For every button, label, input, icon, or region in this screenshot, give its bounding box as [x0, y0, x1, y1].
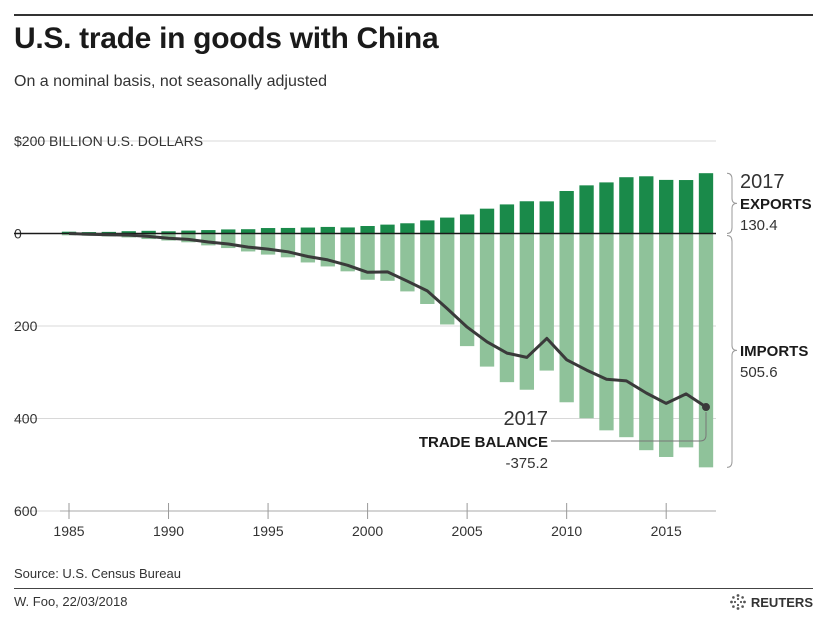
- reuters-dots-icon: [729, 594, 746, 610]
- import-bar: [599, 233, 614, 431]
- chart-subtitle: On a nominal basis, not seasonally adjus…: [14, 73, 328, 90]
- import-bar: [579, 233, 594, 419]
- imports-value: 505.6: [740, 364, 778, 381]
- x-tick-label: 2015: [651, 523, 682, 539]
- trade-balance-line: [68, 232, 707, 409]
- y-tick-label: 400: [14, 411, 38, 427]
- export-bar: [141, 230, 156, 234]
- footer-rule: [14, 588, 813, 589]
- import-bar: [420, 233, 435, 304]
- export-bar: [121, 231, 136, 234]
- x-tick-label: 1995: [252, 523, 283, 539]
- export-bar: [479, 208, 495, 234]
- import-bar: [698, 233, 714, 468]
- export-bar: [380, 224, 395, 234]
- export-bar: [599, 182, 614, 234]
- export-bar: [619, 177, 634, 234]
- export-bar: [659, 179, 674, 234]
- credit-note: W. Foo, 22/03/2018: [14, 594, 128, 609]
- export-bar: [539, 201, 554, 234]
- export-bar: [698, 173, 714, 234]
- import-bar: [499, 233, 515, 383]
- exports-bracket: [726, 172, 738, 234]
- export-bar: [400, 223, 415, 234]
- import-bar: [639, 233, 654, 451]
- import-bar: [659, 233, 674, 457]
- trade-balance-year: 2017: [504, 408, 549, 430]
- chart-title: U.S. trade in goods with China: [14, 22, 439, 55]
- x-tick-label: 2000: [352, 523, 383, 539]
- x-tick-label: 1990: [153, 523, 184, 539]
- export-bar: [181, 230, 196, 234]
- import-bar: [619, 233, 634, 438]
- import-bar: [181, 233, 196, 243]
- y-tick-label: 200: [14, 318, 38, 334]
- x-tick-label: 1985: [53, 523, 84, 539]
- export-bar: [240, 229, 256, 234]
- import-bar: [400, 233, 415, 292]
- export-bar: [101, 231, 116, 234]
- import-bar: [519, 233, 535, 390]
- x-tick-label: 2010: [551, 523, 582, 539]
- export-bar: [678, 180, 694, 234]
- import-bar: [340, 233, 355, 272]
- export-bar: [161, 231, 176, 234]
- export-bar: [360, 226, 375, 234]
- import-bar: [440, 233, 455, 325]
- import-bar: [479, 233, 495, 367]
- import-bar: [201, 233, 216, 246]
- export-bar: [340, 227, 355, 234]
- trade-balance-leader: [551, 412, 707, 442]
- export-bar: [420, 220, 435, 234]
- import-bar: [559, 233, 574, 403]
- export-bar: [260, 228, 276, 234]
- import-bar: [678, 233, 694, 448]
- x-tick-label: 2005: [452, 523, 483, 539]
- exports-year: 2017: [740, 171, 785, 193]
- imports-label: IMPORTS: [740, 343, 808, 360]
- export-bar: [221, 229, 236, 234]
- source-note: Source: U.S. Census Bureau: [14, 566, 181, 581]
- import-bar: [260, 233, 276, 255]
- trade-balance-label: TRADE BALANCE: [419, 434, 548, 451]
- export-bar: [559, 190, 574, 234]
- export-bar: [499, 204, 515, 234]
- export-bar: [300, 227, 316, 234]
- export-bar: [61, 231, 77, 234]
- import-bar: [459, 233, 475, 347]
- import-bar: [360, 233, 375, 280]
- y-axis-title: $200 BILLION U.S. DOLLARS: [14, 133, 203, 149]
- y-tick-label: 600: [14, 503, 38, 519]
- export-bar: [320, 226, 335, 234]
- trade-balance-endpoint: [702, 403, 710, 412]
- exports-label: EXPORTS: [740, 196, 812, 213]
- reuters-logo: REUTERS: [729, 593, 813, 611]
- import-bar: [539, 233, 554, 371]
- export-bar: [639, 176, 654, 234]
- imports-bracket: [726, 235, 738, 468]
- brand-label: REUTERS: [750, 594, 813, 610]
- export-bar: [579, 185, 594, 234]
- top-rule: [14, 14, 813, 16]
- export-bar: [440, 217, 455, 234]
- exports-value: 130.4: [740, 217, 778, 234]
- export-bar: [459, 214, 475, 234]
- trade-balance-value: -375.2: [505, 455, 548, 472]
- export-bar: [519, 201, 535, 234]
- export-bar: [201, 230, 216, 234]
- export-bar: [280, 227, 296, 234]
- import-bar: [380, 233, 395, 281]
